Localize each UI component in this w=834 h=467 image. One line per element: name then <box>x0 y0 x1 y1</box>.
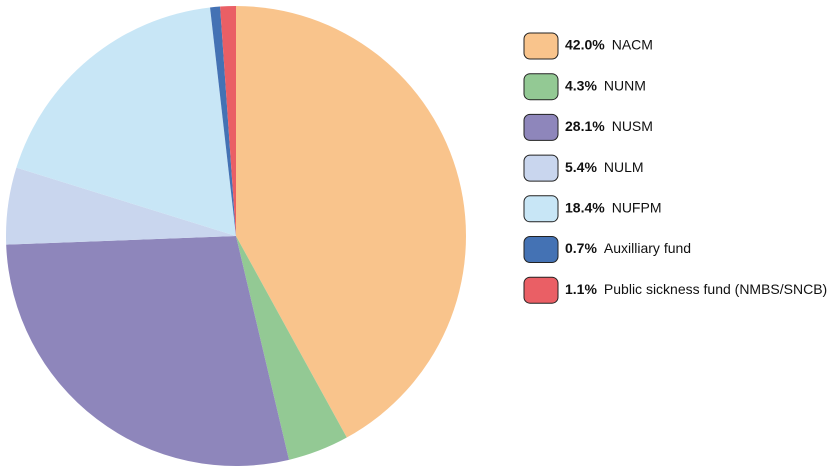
legend-value: 1.1% <box>565 281 597 297</box>
legend-label: Public sickness fund (NMBS/SNCB) <box>604 281 827 297</box>
legend-swatch <box>523 32 559 60</box>
legend-value: 42.0% <box>565 37 605 53</box>
legend-swatch <box>523 73 559 101</box>
legend-value: 4.3% <box>565 77 597 93</box>
legend-swatch <box>523 276 559 304</box>
legend-swatch <box>523 236 559 263</box>
legend-swatch <box>523 113 559 141</box>
pie-slice <box>6 236 289 466</box>
legend-value: 5.4% <box>565 159 597 175</box>
legend-label: NACM <box>612 37 653 53</box>
pie-slice <box>5 167 236 245</box>
legend-value: 0.7% <box>565 240 597 256</box>
legend-swatch <box>523 195 559 223</box>
pie-slice <box>220 6 236 236</box>
legend-label: NUSM <box>612 118 653 134</box>
pie-slice <box>16 7 237 237</box>
legend-swatch <box>523 154 559 182</box>
legend-label: NUNM <box>604 77 646 93</box>
legend-label: NUFPM <box>612 200 662 216</box>
legend-value: 28.1% <box>565 118 605 134</box>
legend-label: NULM <box>604 159 644 175</box>
legend-value: 18.4% <box>565 200 605 216</box>
pie-slice <box>210 6 236 237</box>
pie-slice <box>236 236 347 460</box>
legend-label: Auxilliary fund <box>604 240 691 256</box>
pie-slice <box>236 6 466 438</box>
